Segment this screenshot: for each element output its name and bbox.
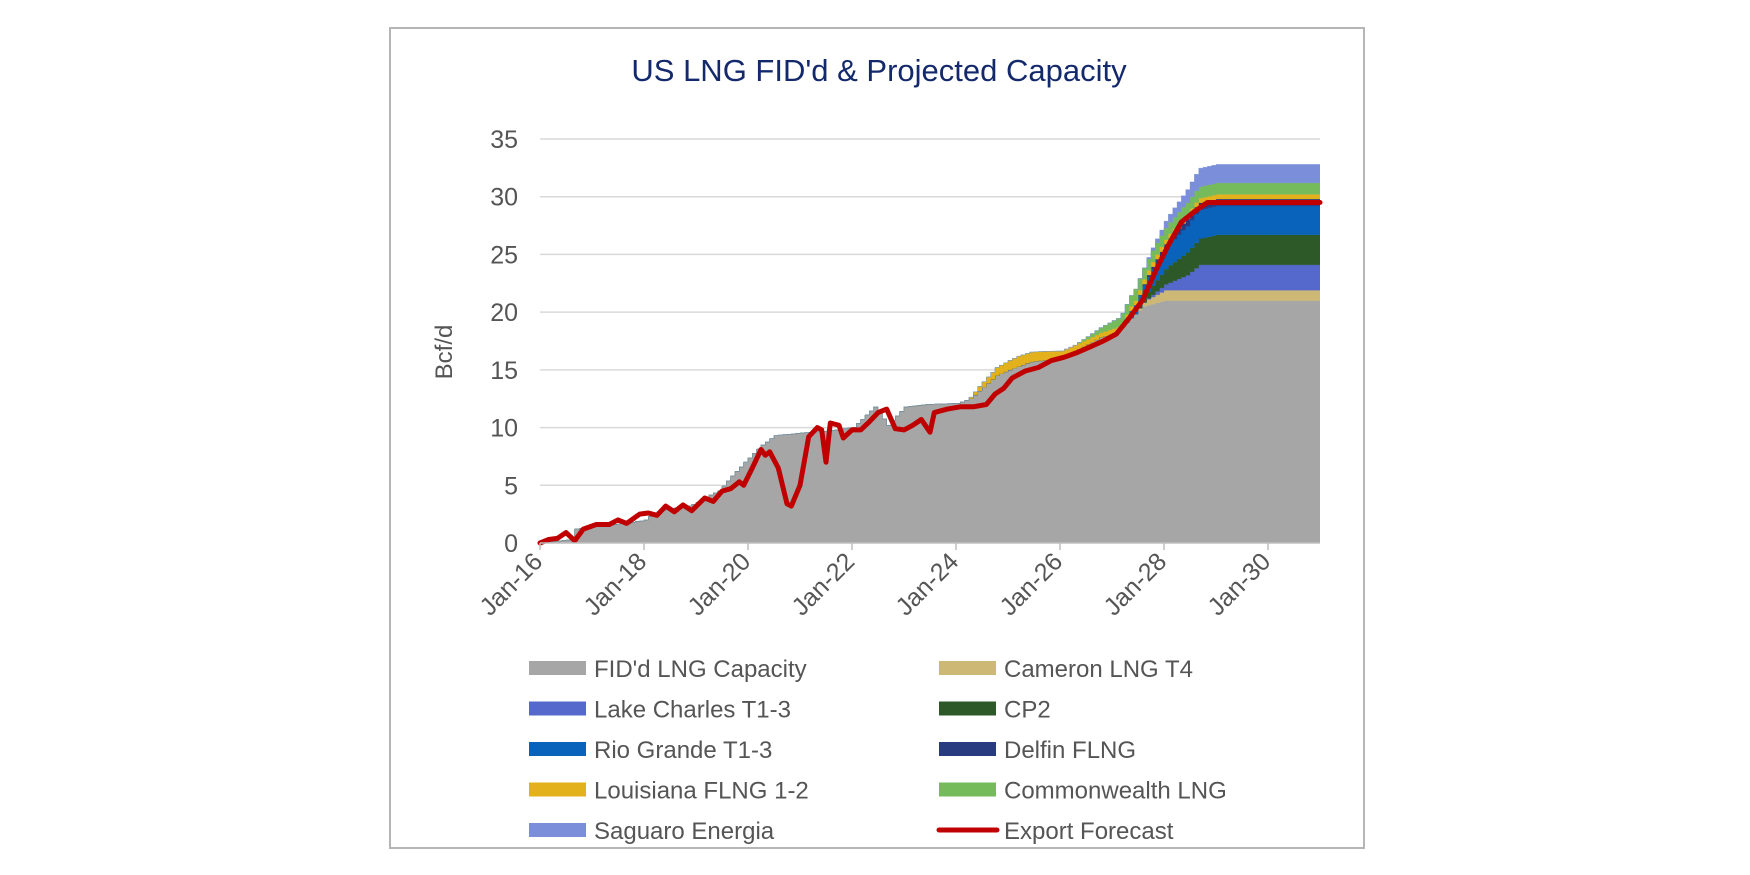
x-tick-label: Jan-26 <box>994 547 1068 621</box>
legend-label: Commonwealth LNG <box>1004 778 1227 805</box>
x-tick-labels: Jan-16 Jan-18 Jan-20 Jan-22 Jan-24 Jan-26 Jan-… <box>474 543 1276 621</box>
export-forecast-line <box>537 200 1323 546</box>
legend-item-cp2: CP2 <box>939 697 1051 724</box>
legend-item-saguaro-energia: Saguaro Energia <box>529 818 775 845</box>
y-tick-label: 5 <box>504 472 518 500</box>
x-tick-label: Jan-20 <box>682 547 756 621</box>
legend-label: Delfin FLNG <box>1004 737 1136 764</box>
legend-item-commonwealth-lng: Commonwealth LNG <box>939 778 1227 805</box>
legend-label: CP2 <box>1004 697 1051 724</box>
x-tick-label: Jan-24 <box>890 547 964 621</box>
y-axis-label: Bcf/d <box>431 325 458 380</box>
y-tick-labels: 0 5 10 15 20 25 30 35 <box>490 126 518 558</box>
legend: FID'd LNG Capacity Cameron LNG T4 Lake Cha… <box>529 656 1227 845</box>
y-tick-label: 10 <box>490 415 518 443</box>
y-tick-label: 0 <box>504 530 518 558</box>
chart-title: US LNG FID'd & Projected Capacity <box>631 53 1127 88</box>
stacked-areas <box>540 164 1320 543</box>
gridlines <box>540 138 1320 487</box>
legend-swatch <box>939 661 996 675</box>
export-forecast-layer <box>537 200 1323 546</box>
legend-label: Louisiana FLNG 1-2 <box>594 778 809 805</box>
legend-swatch <box>529 701 586 716</box>
legend-label: Export Forecast <box>1004 818 1174 845</box>
legend-label: Cameron LNG T4 <box>1004 656 1193 683</box>
legend-swatch <box>939 782 996 797</box>
y-tick-label: 25 <box>490 241 518 269</box>
x-tick-label: Jan-28 <box>1098 547 1172 621</box>
legend-swatch <box>529 782 586 797</box>
legend-item-fid-d-lng-capacity: FID'd LNG Capacity <box>529 656 807 683</box>
x-tick-label: Jan-18 <box>578 547 652 621</box>
y-tick-label: 30 <box>490 184 518 212</box>
x-tick-label: Jan-16 <box>474 547 548 621</box>
chart-frame: US LNG FID'd & Projected Capacity Bcf/d … <box>389 27 1365 849</box>
legend-item-lake-charles-t1-3: Lake Charles T1-3 <box>529 697 791 724</box>
legend-item-louisiana-flng-1-2: Louisiana FLNG 1-2 <box>529 778 809 805</box>
legend-label: Lake Charles T1-3 <box>594 697 791 724</box>
legend-swatch <box>529 661 586 675</box>
legend-item-delfin-flng: Delfin FLNG <box>939 737 1136 764</box>
legend-swatch <box>939 701 996 716</box>
legend-swatch <box>939 742 996 756</box>
legend-swatch <box>529 823 586 837</box>
chart-svg: US LNG FID'd & Projected Capacity Bcf/d … <box>431 53 1323 845</box>
y-tick-label: 20 <box>490 299 518 327</box>
x-tick-label: Jan-22 <box>786 547 860 621</box>
legend-item-cameron-lng-t4: Cameron LNG T4 <box>939 656 1193 683</box>
legend-label: Rio Grande T1-3 <box>594 737 772 764</box>
y-tick-label: 15 <box>490 357 518 385</box>
legend-swatch <box>529 742 586 756</box>
area-saguaro-energia <box>540 164 1320 543</box>
x-tick-label: Jan-30 <box>1202 547 1276 621</box>
legend-label: Saguaro Energia <box>594 818 775 845</box>
y-tick-label: 35 <box>490 126 518 154</box>
legend-label: FID'd LNG Capacity <box>594 656 807 683</box>
legend-item-rio-grande-t1-3: Rio Grande T1-3 <box>529 737 772 764</box>
legend-item-export-forecast: Export Forecast <box>936 818 1174 845</box>
